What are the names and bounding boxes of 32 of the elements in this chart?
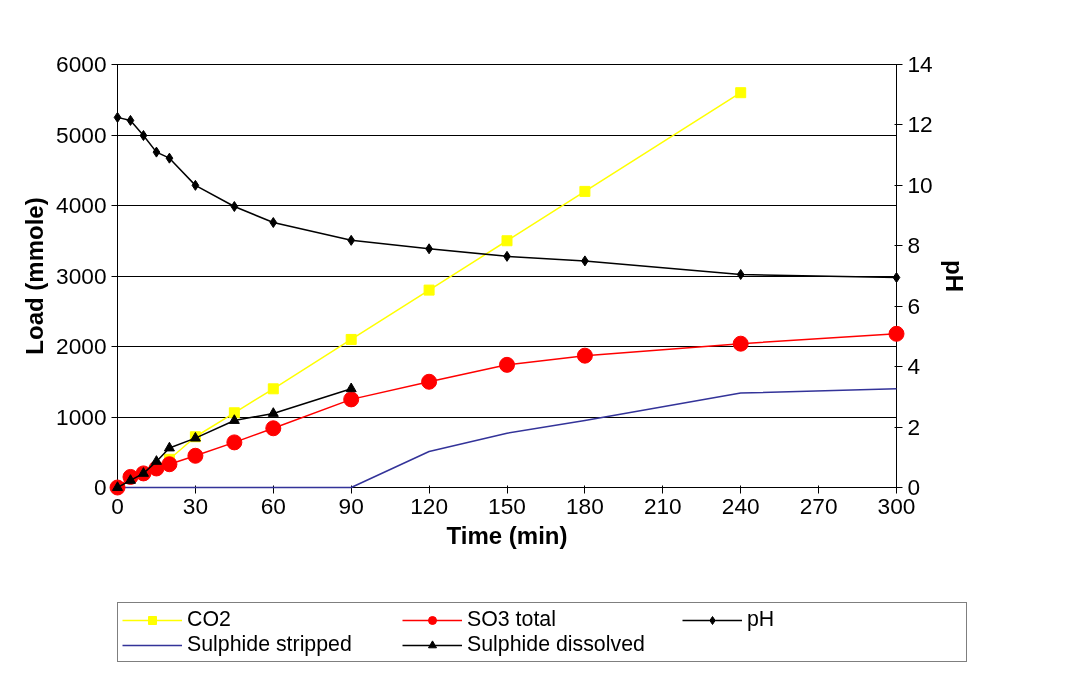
legend-label: CO2 — [187, 607, 232, 632]
y-axis-title: Load (mmole) — [21, 197, 49, 355]
y2-tick-label: 8 — [907, 232, 921, 259]
x-tick-label: 120 — [410, 492, 449, 519]
y2-tick-label: 14 — [907, 51, 933, 77]
y2-axis-title: pH — [940, 260, 968, 292]
x-axis-title: Time (min) — [446, 521, 568, 549]
legend-label: pH — [747, 607, 776, 632]
x-tick-label: 150 — [488, 492, 526, 519]
x-tick-label: 60 — [260, 492, 286, 519]
legend-label: SO3 total — [467, 607, 557, 632]
y-tick-label: 3000 — [56, 262, 107, 289]
x-tick-label: 180 — [566, 492, 604, 519]
y2-tick-label: 4 — [907, 353, 921, 380]
x-tick-label: 210 — [643, 492, 682, 519]
y2-tick-label: 12 — [907, 111, 933, 138]
y-tick-label: 6000 — [56, 51, 107, 77]
y-tick-label: 4000 — [56, 192, 107, 218]
y2-tick-label: 6 — [907, 292, 921, 319]
y-tick-label: 2000 — [56, 333, 107, 359]
y2-tick-label: 10 — [907, 171, 933, 198]
y-tick-label: 0 — [93, 474, 107, 500]
y-tick-label: 1000 — [56, 403, 107, 430]
y2-tick-label: 2 — [907, 413, 921, 440]
x-tick-label: 270 — [799, 492, 838, 519]
legend-label: Sulphide dissolved — [467, 632, 646, 657]
legend-label: Sulphide stripped — [187, 632, 353, 657]
x-tick-label: 240 — [721, 492, 760, 519]
y-tick-label: 5000 — [56, 121, 107, 148]
x-tick-label: 0 — [111, 492, 124, 519]
x-tick-label: 90 — [338, 492, 364, 519]
x-tick-label: 30 — [182, 492, 208, 519]
